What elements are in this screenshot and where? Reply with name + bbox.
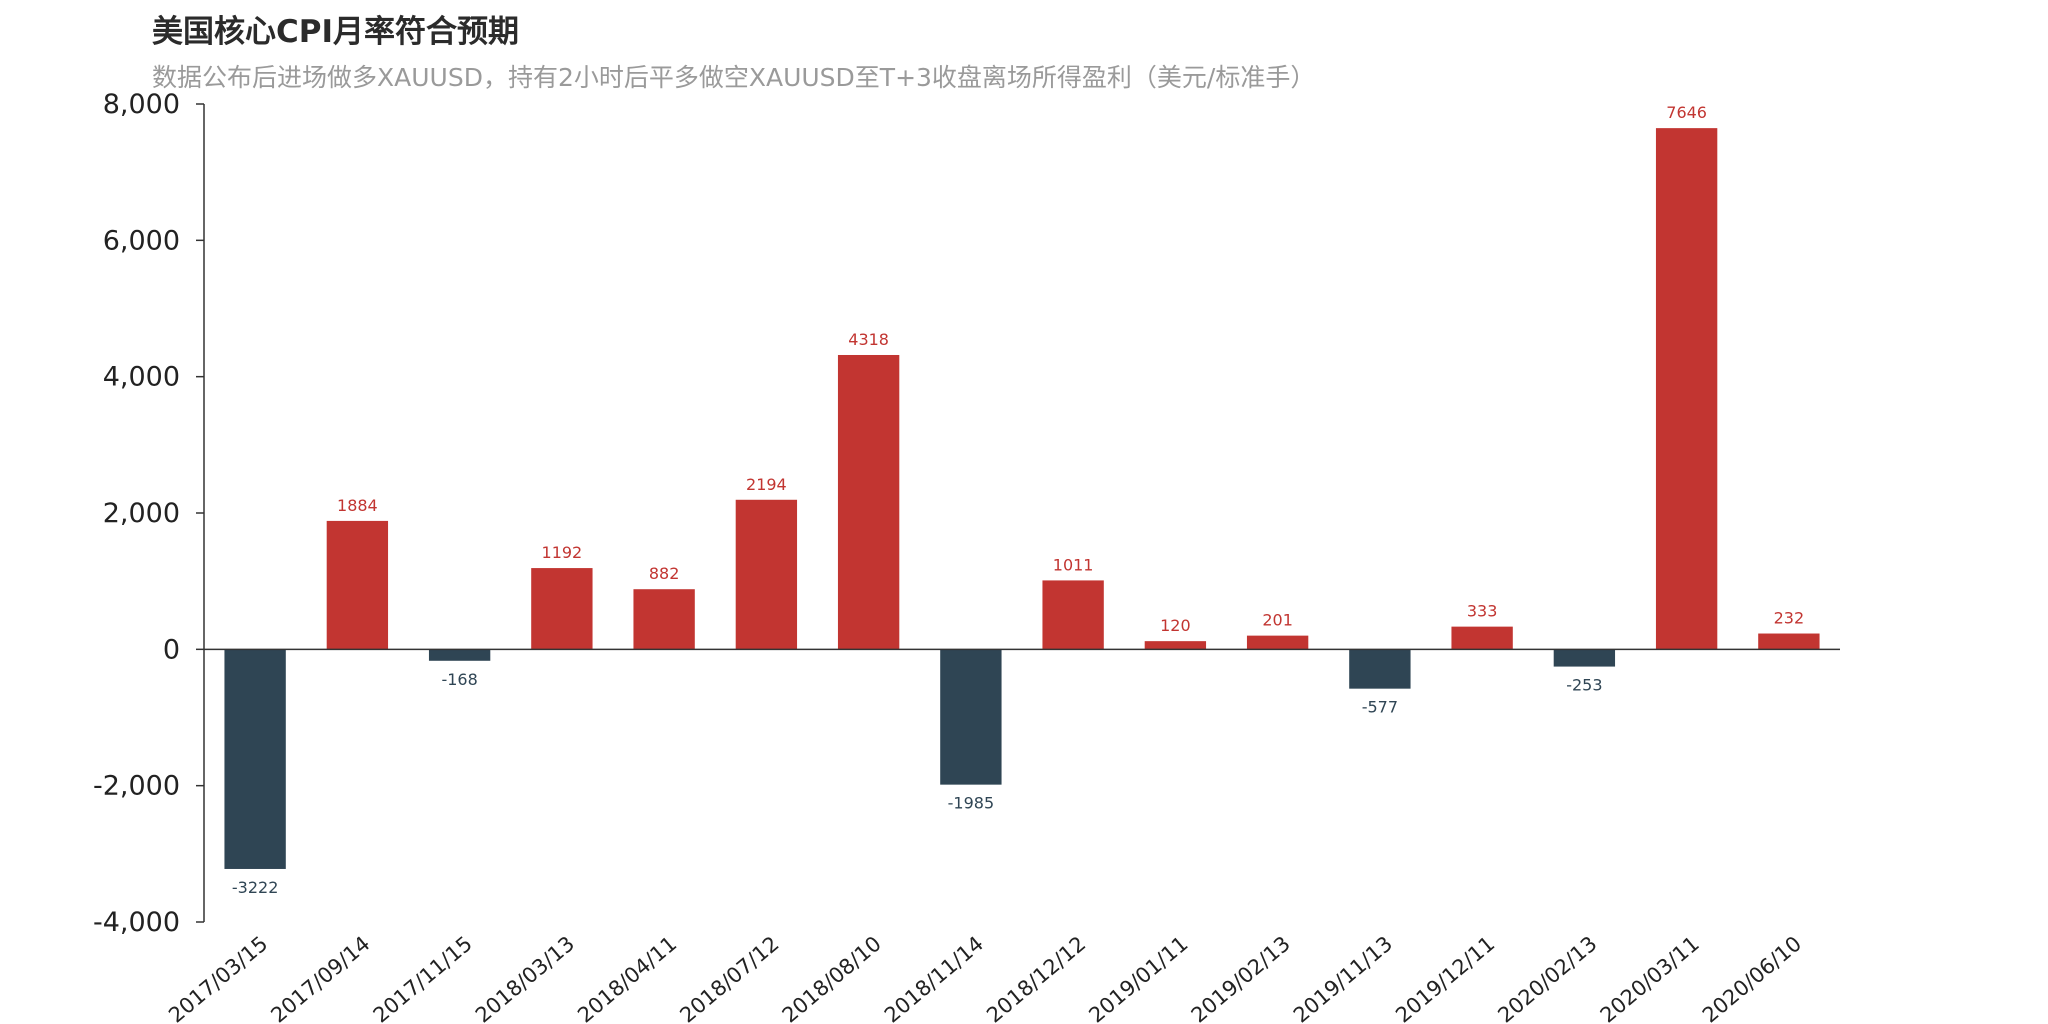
y-axis: -4,000 -2,000 0 2,000 4,000 6,000 8,000	[93, 89, 205, 938]
bar-value-label: 120	[1160, 616, 1191, 635]
bar	[1553, 649, 1616, 667]
x-tick-label: 2017/11/15	[369, 931, 477, 1024]
bar	[735, 499, 798, 650]
bar	[428, 649, 491, 661]
bar-value-label: 1192	[542, 543, 583, 562]
bar	[224, 649, 286, 869]
chart-subtitle: 数据公布后进场做多XAUUSD，持有2小时后平多做空XAUUSD至T+3收盘离场…	[152, 63, 1316, 92]
x-tick-label: 2019/12/11	[1391, 931, 1499, 1024]
bar-value-label: 7646	[1666, 103, 1707, 122]
bar-value-label: 882	[649, 564, 680, 583]
bar-value-label: 2194	[746, 475, 787, 494]
x-tick-label: 2020/02/13	[1493, 931, 1601, 1024]
bar-value-label: 1011	[1053, 555, 1094, 574]
bar-value-label: -168	[441, 670, 477, 689]
x-axis: 2017/03/152017/09/142017/11/152018/03/13…	[164, 648, 1840, 1024]
y-tick-label: 2,000	[103, 498, 180, 529]
x-tick-label: 2019/11/13	[1289, 931, 1397, 1024]
bar-labels-group: -3222 1884 -168 1192 882 2194 4318 -1985 1011 120…	[232, 103, 1804, 897]
bar	[1655, 128, 1718, 650]
bar	[1144, 641, 1207, 650]
x-tick-label: 2017/09/14	[266, 931, 374, 1024]
bars-group	[224, 128, 1820, 869]
x-tick-label: 2018/08/10	[778, 931, 886, 1024]
bar	[531, 568, 593, 650]
x-tick-label: 2018/12/12	[982, 931, 1090, 1024]
y-tick-label: -2,000	[93, 771, 180, 802]
bar-value-label: 4318	[848, 330, 889, 349]
y-tick-label: 4,000	[103, 362, 180, 393]
x-tick-label: 2018/11/14	[880, 931, 988, 1024]
bar	[837, 354, 900, 650]
bar	[1349, 649, 1411, 689]
bar	[633, 589, 695, 650]
x-tick-label: 2017/03/15	[164, 931, 272, 1024]
bar	[1451, 626, 1513, 650]
x-tick-label: 2019/01/11	[1084, 931, 1192, 1024]
x-tick-label: 2020/03/11	[1596, 931, 1704, 1024]
chart-title: 美国核心CPI月率符合预期	[152, 14, 520, 50]
x-tick-label: 2018/03/13	[471, 931, 579, 1024]
x-tick-label: 2018/07/12	[675, 931, 783, 1024]
bar-value-label: -3222	[232, 878, 279, 897]
bar	[940, 649, 1002, 785]
y-tick-label: -4,000	[93, 907, 180, 938]
bar-value-label: 1884	[337, 496, 378, 515]
y-tick-label: 6,000	[103, 225, 180, 256]
bar-value-label: 201	[1262, 611, 1293, 630]
bar-value-label: -1985	[948, 794, 995, 813]
y-tick-label: 0	[163, 634, 180, 665]
bar	[1042, 580, 1104, 650]
bar-value-label: -577	[1362, 698, 1398, 717]
x-tick-label: 2019/02/13	[1187, 931, 1295, 1024]
bar	[326, 520, 389, 650]
bar-value-label: -253	[1566, 676, 1602, 695]
y-tick-label: 8,000	[103, 89, 180, 120]
bar-value-label: 232	[1774, 609, 1805, 628]
bar	[1246, 635, 1309, 650]
bar	[1758, 633, 1820, 650]
x-tick-label: 2018/04/11	[573, 931, 681, 1024]
bar-value-label: 333	[1467, 602, 1498, 621]
x-tick-label: 2020/06/10	[1698, 931, 1806, 1024]
